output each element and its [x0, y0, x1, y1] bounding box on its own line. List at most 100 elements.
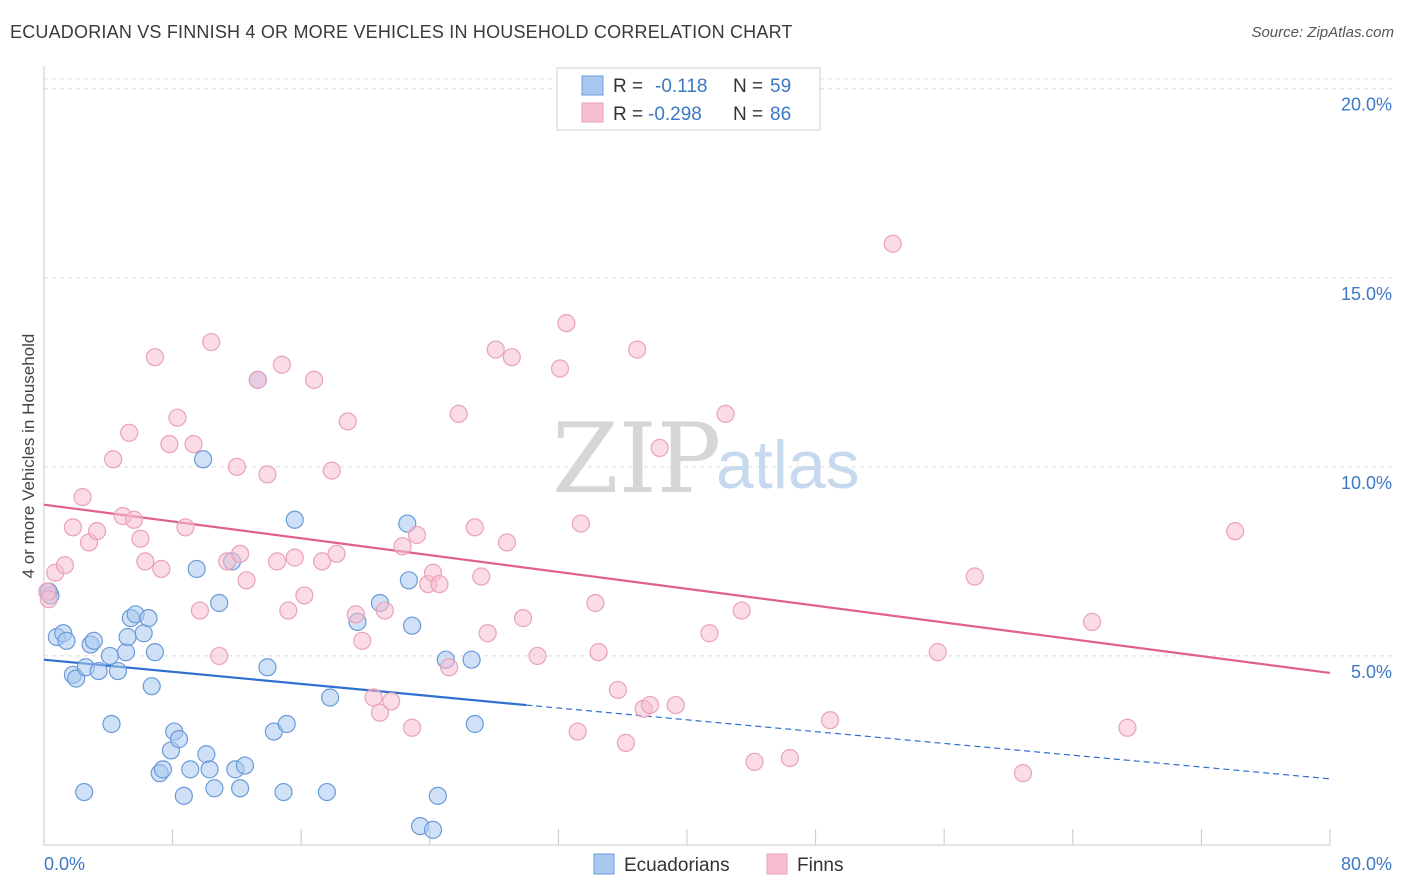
finns-point: [210, 646, 229, 666]
bottom-legend-swatch-finns: [766, 853, 788, 875]
finns-point: [965, 567, 984, 586]
finns-point: [285, 548, 304, 567]
ecuadorians-point: [153, 760, 173, 779]
finns-point: [571, 514, 591, 533]
y-axis-label: 4 or more Vehicles in Household: [19, 334, 38, 579]
finns-point: [39, 590, 58, 609]
finns-point: [258, 465, 277, 484]
y-tick-label: 20.0%: [1341, 95, 1392, 115]
finns-point: [700, 624, 719, 643]
bottom-legend-finns: Finns: [797, 855, 843, 876]
ecuadorians-point: [134, 624, 153, 643]
finns-trend-line: [43, 503, 1331, 675]
series-legend: Ecuadorians Finns: [593, 853, 843, 876]
watermark-atlas: atlas: [716, 427, 860, 503]
ecuadorians-point: [181, 760, 200, 779]
finns-point: [557, 314, 576, 333]
ecuadorians-point: [200, 760, 219, 779]
finns-point: [55, 556, 74, 575]
finns-point: [382, 692, 401, 711]
finns-point: [124, 510, 144, 529]
finns-point: [87, 522, 107, 541]
ecuadorians-point: [399, 571, 419, 590]
finns-point: [393, 537, 412, 556]
finns-point: [449, 404, 468, 424]
ecuadorians-point: [118, 627, 137, 647]
grid-lines: [44, 78, 1392, 657]
y-tick-label: 15.0%: [1341, 284, 1392, 304]
finns-point: [745, 752, 764, 771]
finns-point: [184, 435, 203, 454]
finns-point: [190, 601, 210, 620]
y-tick-label: 10.0%: [1341, 473, 1392, 493]
finns-point: [202, 332, 221, 352]
finns-point: [160, 435, 179, 454]
finns-point: [568, 722, 587, 741]
bottom-legend-swatch-ecuadorians: [593, 853, 615, 875]
finns-point: [465, 518, 484, 537]
ecuadorians-point: [423, 820, 443, 839]
legend-n-value-finns: 86: [770, 104, 791, 125]
ecuadorians-point: [145, 643, 165, 662]
ecuadorians-point: [277, 714, 296, 734]
finns-point: [176, 518, 195, 537]
finns-point: [628, 340, 647, 359]
finns-point: [586, 593, 605, 613]
ecuadorians-point: [174, 786, 193, 805]
chart-title: ECUADORIAN VS FINNISH 4 OR MORE VEHICLES…: [10, 22, 793, 42]
finns-point: [640, 695, 660, 715]
ecuadorians-point: [403, 616, 422, 635]
finns-point: [338, 412, 357, 431]
legend-r-value-ecuadorians: -0.118: [655, 76, 707, 97]
finns-point: [883, 234, 902, 253]
finns-point: [272, 355, 292, 374]
finns-point: [666, 695, 685, 715]
finns-point: [279, 601, 298, 620]
finns-point: [322, 461, 341, 480]
ecuadorians-point: [116, 643, 136, 662]
finns-point: [928, 643, 947, 662]
finns-point: [589, 643, 608, 662]
finns-point: [407, 525, 427, 545]
finns-point: [528, 646, 547, 666]
ecuadorians-point: [57, 631, 76, 650]
ecuadorians-point: [285, 510, 304, 529]
ecuadorians-point: [187, 559, 206, 579]
finns-point: [231, 544, 250, 563]
finns-points: [38, 234, 1245, 783]
ecuadorians-points: [39, 370, 484, 839]
ecuadorians-point: [142, 677, 161, 696]
finns-point: [650, 438, 669, 458]
finns-point: [295, 586, 314, 605]
finns-point: [304, 370, 324, 389]
x-tick-max: 80.0%: [1341, 854, 1392, 874]
y-tick-label: 5.0%: [1351, 662, 1392, 682]
y-tick-labels: 5.0% 10.0% 15.0% 20.0%: [1341, 95, 1392, 682]
finns-point: [478, 624, 497, 643]
legend-r-value-finns: -0.298: [648, 104, 702, 125]
legend-n-label-finns: N =: [733, 104, 763, 125]
finns-point: [152, 559, 171, 579]
finns-point: [716, 404, 735, 424]
ecuadorians-point: [210, 593, 229, 613]
finns-point: [497, 533, 517, 552]
source-label: Source: ZipAtlas.com: [1251, 24, 1394, 41]
finns-point: [486, 340, 505, 359]
finns-point: [353, 631, 372, 650]
correlation-legend: R = -0.118 N = 59 R = -0.298 N = 86: [556, 67, 821, 131]
finns-point: [136, 552, 155, 571]
finns-point: [131, 529, 150, 548]
ecuadorians-point: [89, 661, 108, 681]
ecuadorians-point: [139, 609, 158, 628]
finns-point: [346, 605, 365, 624]
finns-point: [370, 703, 390, 722]
ecuadorians-point: [84, 631, 103, 650]
finns-point: [780, 748, 799, 768]
ecuadorians-point: [197, 745, 216, 764]
finns-point: [430, 574, 449, 594]
ecuadorians-point: [205, 779, 224, 798]
ecuadorians-point: [235, 756, 255, 775]
finns-point: [375, 601, 394, 620]
legend-swatch-ecuadorians: [581, 75, 604, 96]
